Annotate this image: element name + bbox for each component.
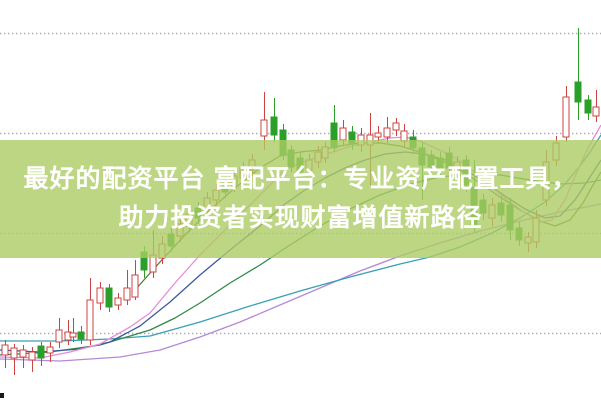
candle xyxy=(96,282,104,310)
candle xyxy=(400,124,408,148)
candle xyxy=(524,232,532,252)
candle xyxy=(260,92,268,150)
candle xyxy=(574,28,582,120)
candle xyxy=(330,105,338,152)
candle xyxy=(77,326,85,344)
candle xyxy=(114,293,122,310)
candle xyxy=(383,117,391,144)
candle xyxy=(69,318,77,342)
candle xyxy=(488,198,496,226)
candle xyxy=(479,194,487,220)
candle xyxy=(562,86,570,142)
candle xyxy=(37,342,45,366)
candle xyxy=(46,342,54,362)
corner-mark xyxy=(0,393,4,398)
candle xyxy=(105,284,113,312)
candle xyxy=(203,192,211,216)
candle xyxy=(339,120,347,146)
candle xyxy=(28,347,36,372)
candle xyxy=(279,124,287,160)
candle xyxy=(532,210,540,248)
candle xyxy=(357,128,365,152)
candle xyxy=(392,118,400,136)
candle xyxy=(123,270,131,305)
candle xyxy=(445,147,453,174)
candle xyxy=(140,246,148,278)
candle xyxy=(592,90,600,122)
candle xyxy=(230,170,238,192)
candle xyxy=(86,278,94,345)
candle xyxy=(542,150,550,206)
candle xyxy=(305,154,313,176)
candle xyxy=(10,344,18,375)
candle xyxy=(158,236,166,264)
candle xyxy=(149,230,157,278)
candle xyxy=(19,345,27,368)
candle xyxy=(321,142,329,163)
candle xyxy=(497,196,505,222)
candle xyxy=(55,318,63,348)
candle xyxy=(131,260,139,300)
candle xyxy=(314,146,322,168)
candle xyxy=(427,150,435,174)
candle xyxy=(515,222,523,246)
candle xyxy=(296,152,304,176)
candle xyxy=(584,95,592,120)
candle xyxy=(462,155,470,192)
candle xyxy=(552,136,560,166)
candle xyxy=(1,340,9,368)
candle xyxy=(418,142,426,200)
candle xyxy=(270,98,278,142)
candle xyxy=(366,113,374,188)
candle xyxy=(436,152,444,176)
